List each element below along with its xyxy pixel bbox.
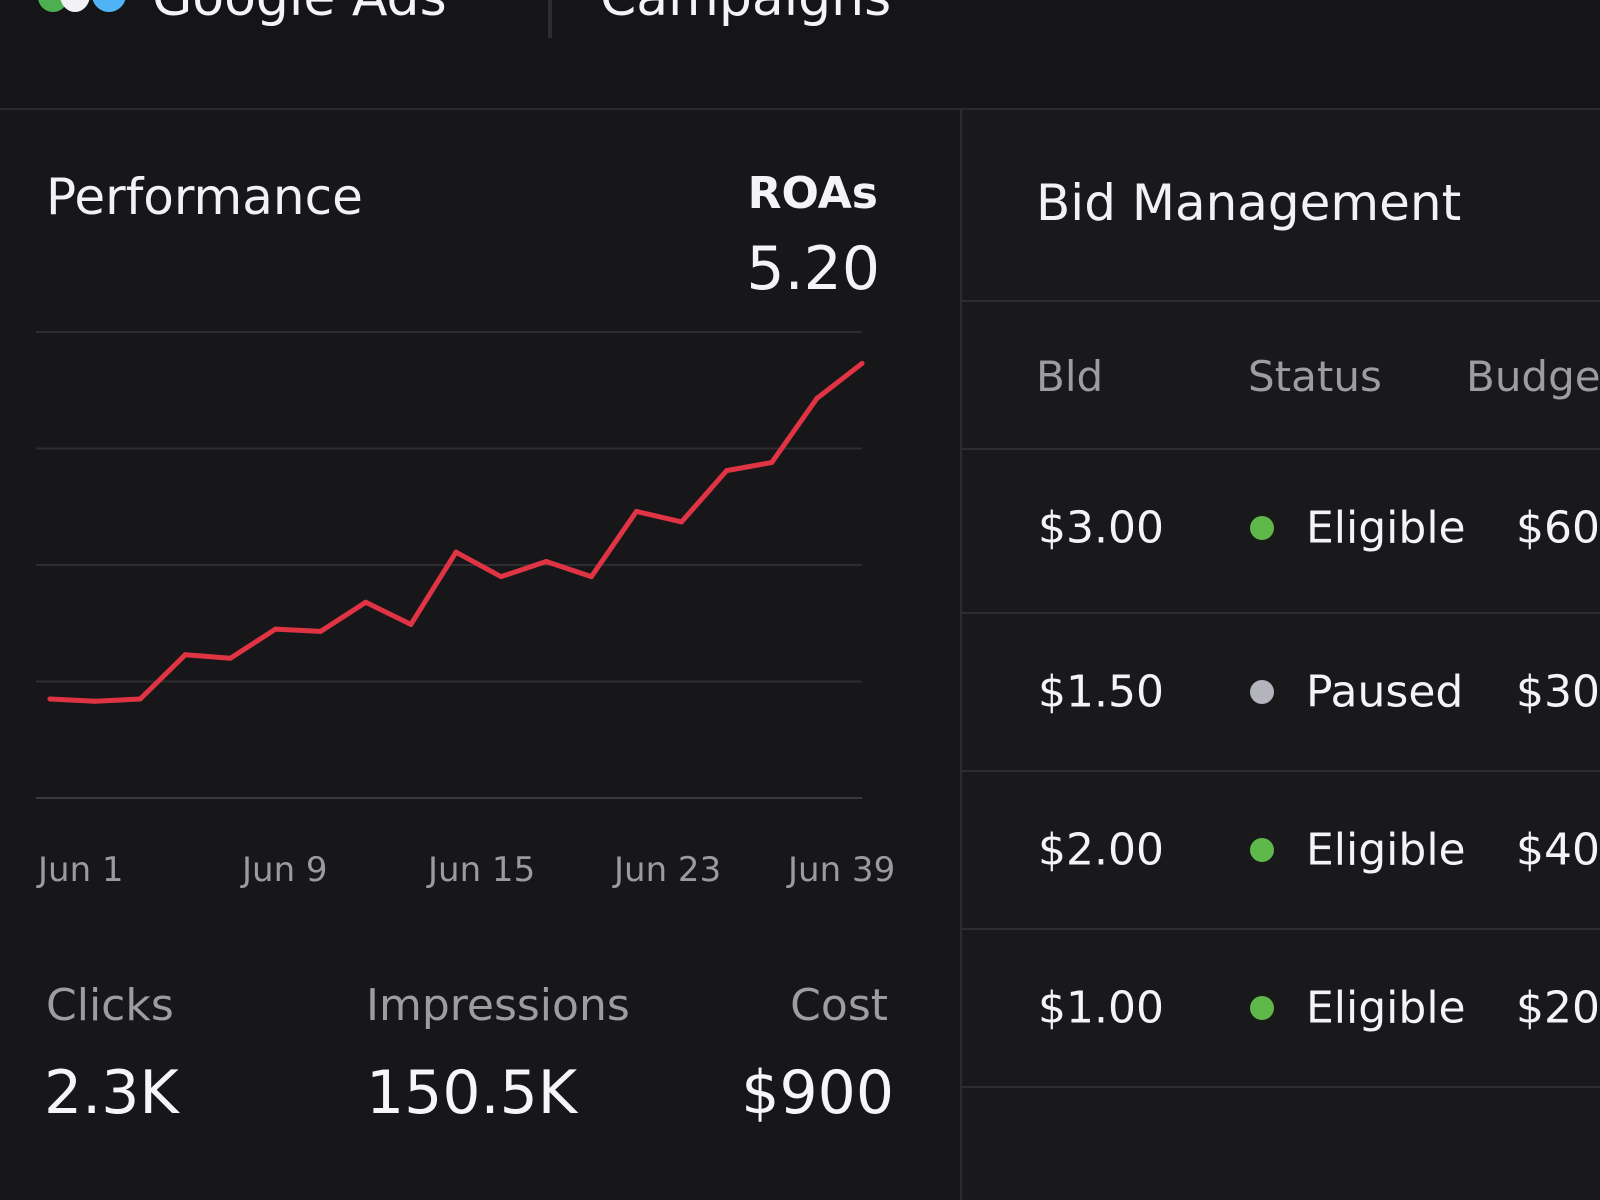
bid-cell[interactable]: $2.00 (1038, 824, 1164, 876)
status-cell[interactable]: Eligible (1306, 502, 1466, 554)
header-divider (548, 0, 552, 38)
budget-cell[interactable]: $60 (1516, 502, 1600, 554)
data-point[interactable] (92, 698, 98, 704)
google-ads-logo-icon[interactable] (36, 0, 132, 18)
budget-cell[interactable]: $40 (1516, 824, 1600, 876)
budget-cell[interactable]: $30 (1516, 666, 1600, 718)
bid-management-panel: Bid Management Bld Status Budge $3.00 El… (962, 110, 1600, 1200)
logo-white-dot (60, 0, 90, 12)
column-header-bid[interactable]: Bld (1036, 352, 1104, 401)
divider (962, 300, 1600, 302)
data-point[interactable] (182, 652, 188, 658)
data-point[interactable] (498, 574, 504, 580)
divider (962, 928, 1600, 930)
performance-chart-svg (36, 331, 865, 799)
data-point[interactable] (363, 599, 369, 605)
series-line[interactable] (47, 360, 865, 704)
divider (962, 612, 1600, 614)
app-title[interactable]: Google Ads (152, 0, 447, 26)
column-header-budget[interactable]: Budge (1466, 352, 1600, 401)
x-tick-label: Jun 39 (788, 850, 896, 890)
clicks-label: Clicks (46, 980, 174, 1031)
data-point[interactable] (588, 574, 594, 580)
table-row[interactable]: $1.50 Paused $30 (962, 614, 1600, 770)
divider (962, 1086, 1600, 1088)
roas-value: 5.20 (746, 234, 880, 304)
table-row[interactable]: $3.00 Eligible $60 (962, 450, 1600, 606)
status-dot-icon (1250, 516, 1274, 540)
data-point[interactable] (453, 549, 459, 555)
data-point[interactable] (543, 559, 549, 565)
impressions-value: 150.5K (366, 1058, 578, 1128)
status-cell[interactable]: Eligible (1306, 824, 1466, 876)
cost-label: Cost (790, 980, 888, 1031)
cost-value: $900 (741, 1058, 894, 1128)
data-point[interactable] (633, 508, 639, 514)
performance-chart (36, 331, 886, 822)
data-point[interactable] (859, 360, 865, 366)
data-point[interactable] (408, 621, 414, 627)
x-tick-label: Jun 9 (242, 850, 328, 890)
column-header-status[interactable]: Status (1248, 352, 1382, 401)
data-point[interactable] (814, 395, 820, 401)
data-point[interactable] (227, 655, 233, 661)
budget-cell[interactable]: $20 (1516, 982, 1600, 1034)
bid-management-title: Bid Management (1036, 174, 1462, 232)
divider (962, 448, 1600, 450)
top-bar: Google Ads Campaigns (0, 0, 1600, 110)
logo-green-dot (38, 0, 68, 12)
data-point[interactable] (137, 696, 143, 702)
data-point[interactable] (769, 459, 775, 465)
x-tick-label: Jun 1 (38, 850, 124, 890)
data-point[interactable] (679, 519, 685, 525)
status-cell[interactable]: Eligible (1306, 982, 1466, 1034)
x-tick-label: Jun 15 (428, 850, 536, 890)
data-point[interactable] (318, 628, 324, 634)
data-point[interactable] (273, 626, 279, 632)
clicks-value: 2.3K (44, 1058, 179, 1128)
performance-panel: Performance ROAs 5.20 Jun 1 Jun 9 Jun 15… (0, 110, 962, 1200)
roas-label: ROAs (747, 168, 878, 219)
bid-cell[interactable]: $1.00 (1038, 982, 1164, 1034)
divider (962, 770, 1600, 772)
data-point[interactable] (724, 468, 730, 474)
table-row[interactable]: $2.00 Eligible $40 (962, 772, 1600, 928)
bid-cell[interactable]: $1.50 (1038, 666, 1164, 718)
table-row[interactable]: $1.00 Eligible $20 (962, 930, 1600, 1086)
performance-title: Performance (46, 168, 363, 226)
x-tick-label: Jun 23 (614, 850, 722, 890)
bid-cell[interactable]: $3.00 (1038, 502, 1164, 554)
logo-blue-dot (92, 0, 126, 12)
status-cell[interactable]: Paused (1306, 666, 1464, 718)
status-dot-icon (1250, 680, 1274, 704)
data-point[interactable] (47, 696, 53, 702)
status-dot-icon (1250, 838, 1274, 862)
impressions-label: Impressions (366, 980, 630, 1031)
status-dot-icon (1250, 996, 1274, 1020)
section-title[interactable]: Campaigns (600, 0, 891, 26)
